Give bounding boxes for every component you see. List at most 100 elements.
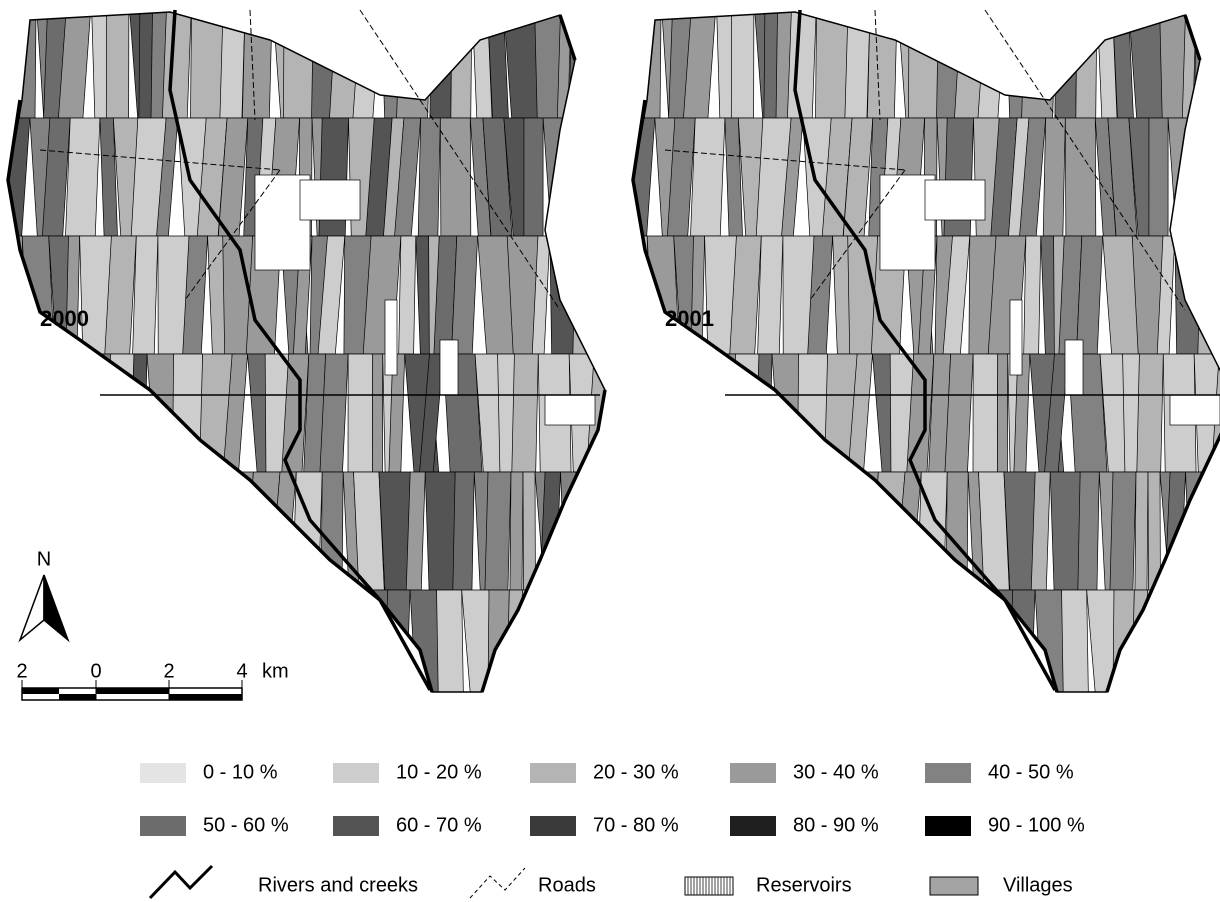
parcel: [485, 472, 511, 590]
scale-label: 2: [163, 660, 174, 682]
parcel: [178, 472, 201, 590]
village-area: [1065, 340, 1083, 395]
village-area: [925, 180, 985, 220]
parcel: [0, 472, 22, 590]
parcel: [319, 590, 342, 708]
parcel: [825, 472, 856, 590]
parcel: [978, 0, 1006, 118]
legend-label: 40 - 50 %: [988, 761, 1074, 783]
legend-label: Roads: [538, 874, 596, 896]
parcel: [1110, 472, 1136, 590]
parcel: [437, 590, 464, 708]
parcel: [903, 590, 944, 708]
parcel: [756, 354, 772, 472]
parcel: [191, 0, 224, 118]
parcel: [824, 590, 863, 708]
legend-swatch: [140, 816, 186, 836]
parcel: [870, 472, 905, 590]
parcel: [681, 472, 704, 590]
parcel: [1201, 472, 1220, 590]
parcel: [569, 0, 586, 118]
parcel: [1149, 118, 1168, 236]
map-figure: 2000 2001 N 2 0 2 4 km Rivers and creeks…: [0, 0, 1220, 902]
parcel: [585, 472, 608, 590]
parcel: [543, 118, 579, 236]
parcel: [1097, 0, 1117, 118]
parcel: [733, 354, 759, 472]
parcel: [1206, 0, 1220, 118]
road-icon: [470, 868, 525, 898]
parcel: [576, 472, 602, 590]
parcel: [695, 590, 707, 708]
parcel: [66, 118, 100, 236]
parcel: [816, 0, 849, 118]
parcel: [797, 354, 827, 472]
parcel: [784, 472, 811, 590]
parcel: [944, 590, 967, 708]
legend-label: 80 - 90 %: [793, 814, 879, 836]
parcel: [703, 472, 723, 590]
parcel: [856, 590, 873, 708]
legend-label: 70 - 80 %: [593, 814, 679, 836]
parcel: [1135, 472, 1148, 590]
parcel: [803, 472, 826, 590]
parcel: [43, 472, 59, 590]
parcel: [1210, 472, 1220, 590]
parcel: [607, 472, 639, 590]
scale-label: 4: [236, 660, 247, 682]
parcel: [133, 236, 158, 354]
map-panel: [0, 0, 640, 708]
parcel: [399, 236, 416, 354]
parcel: [1065, 118, 1095, 236]
legend-label: 90 - 100 %: [988, 814, 1085, 836]
parcel: [533, 590, 551, 708]
parcel: [56, 472, 79, 590]
village-area: [1010, 300, 1022, 375]
parcel: [844, 472, 878, 590]
parcel: [1113, 590, 1135, 708]
parcel: [845, 0, 870, 118]
parcel: [510, 472, 523, 590]
parcel: [587, 590, 617, 708]
parcel: [743, 472, 768, 590]
parcel: [131, 354, 147, 472]
parcel: [583, 590, 597, 708]
village-area: [545, 395, 595, 425]
village-area: [385, 300, 397, 375]
parcel: [106, 0, 129, 118]
north-arrow: N: [20, 548, 68, 640]
legend-label: 30 - 40 %: [793, 761, 879, 783]
parcel: [418, 118, 440, 236]
parcel: [1158, 590, 1176, 708]
parcel: [1055, 0, 1077, 118]
parcel: [581, 0, 612, 118]
legend-swatch: [530, 816, 576, 836]
legend-label: 20 - 30 %: [593, 761, 679, 783]
parcel: [440, 118, 470, 236]
parcel: [268, 590, 287, 708]
parcel: [1022, 0, 1057, 118]
parcel: [1169, 590, 1194, 708]
parcel: [0, 590, 10, 708]
parcel: [1194, 0, 1211, 118]
parcel: [769, 472, 787, 590]
parcel: [219, 472, 253, 590]
parcel: [626, 590, 668, 708]
parcel: [787, 0, 816, 118]
parcel: [544, 590, 569, 708]
parcel: [488, 590, 510, 708]
parcel: [618, 354, 648, 472]
village-area: [1170, 395, 1220, 425]
parcel: [758, 236, 783, 354]
parcel: [1195, 118, 1220, 236]
legend-label: Reservoirs: [756, 874, 852, 896]
parcel: [27, 472, 47, 590]
parcel: [69, 354, 84, 472]
parcel: [677, 590, 695, 708]
parcel: [619, 590, 636, 708]
legend-label: 60 - 70 %: [396, 814, 482, 836]
parcel: [108, 354, 134, 472]
legend-swatch: [333, 816, 379, 836]
parcel: [200, 472, 231, 590]
legend-swatch: [730, 763, 776, 783]
